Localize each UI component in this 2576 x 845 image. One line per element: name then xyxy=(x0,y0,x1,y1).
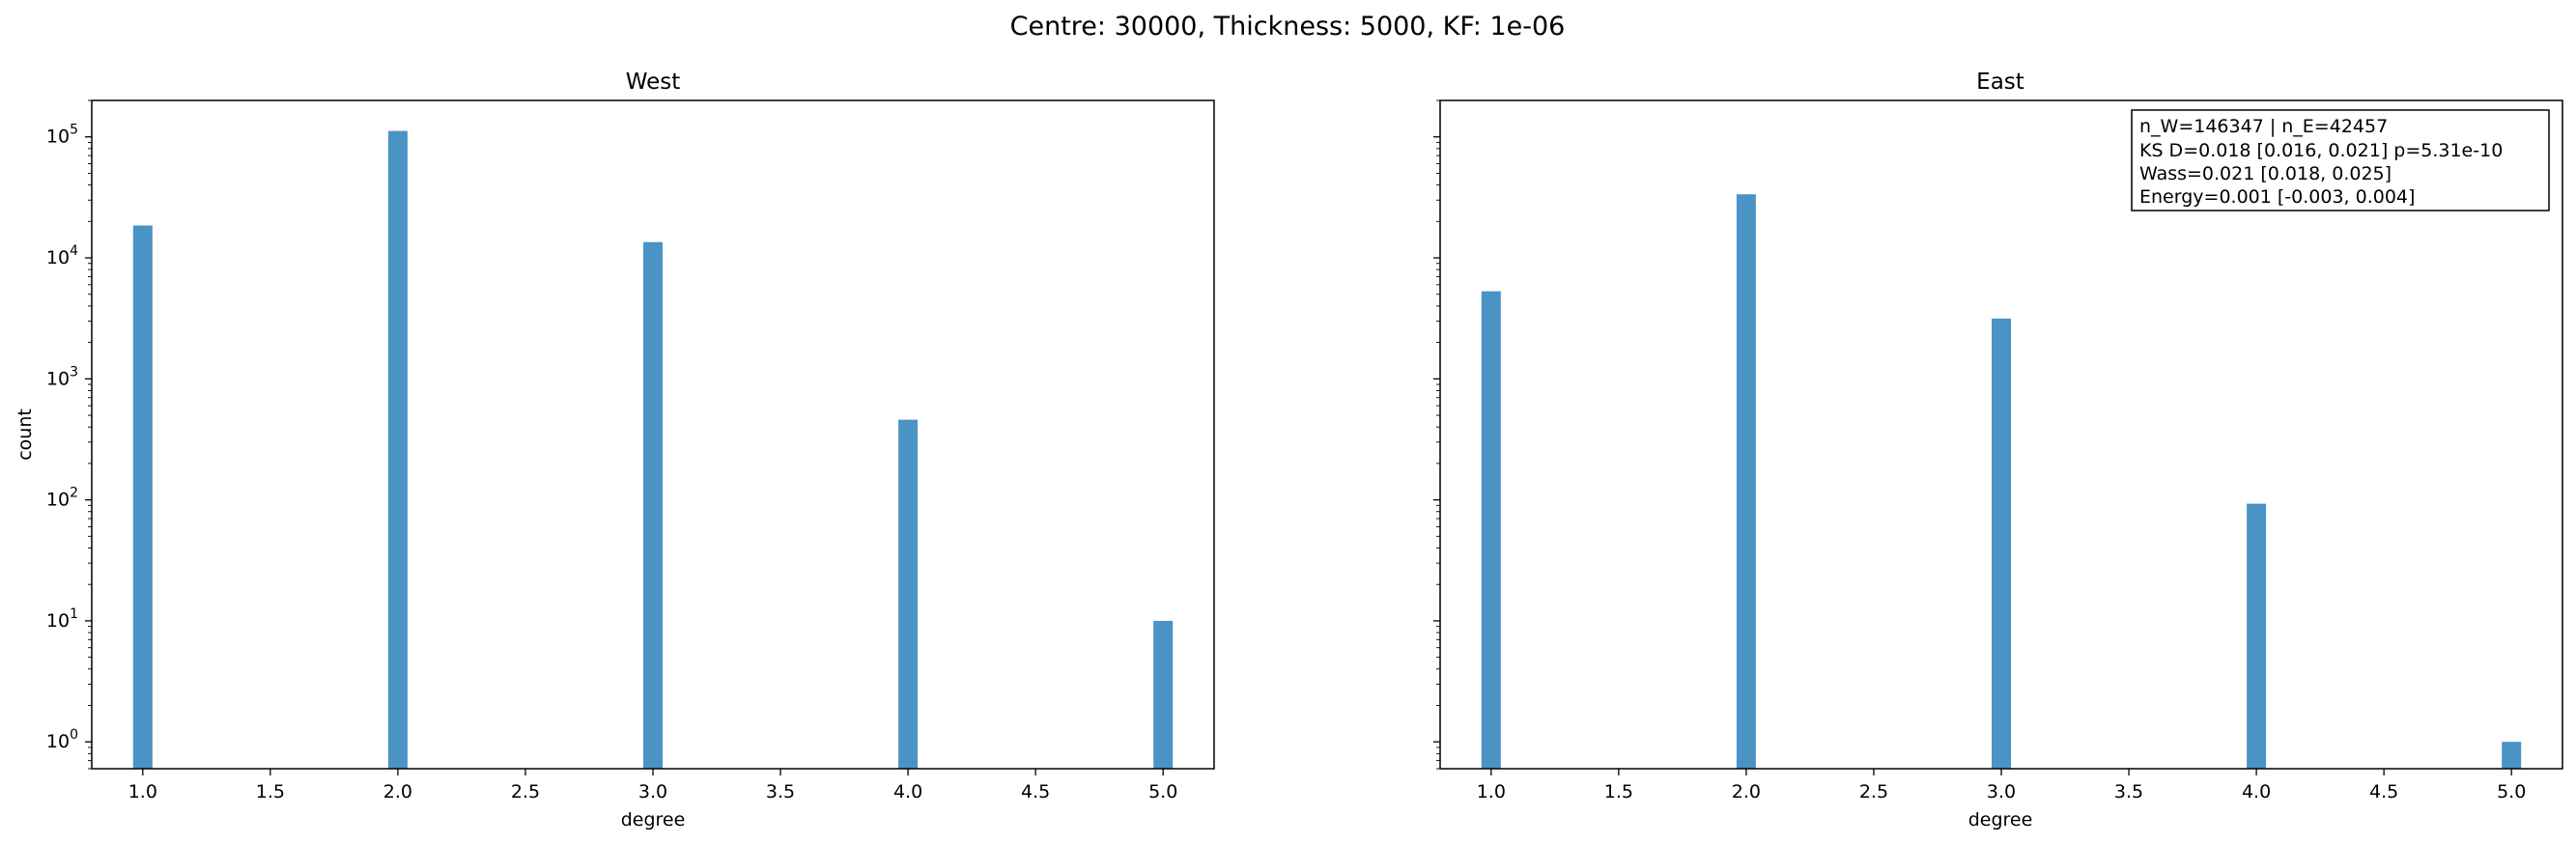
east-bar-degree-1 xyxy=(1481,291,1501,769)
west-x-tick-label: 1.0 xyxy=(128,781,157,803)
west-x-tick-label: 3.0 xyxy=(638,781,667,803)
east-x-tick-label: 4.0 xyxy=(2242,781,2271,803)
east-title: East xyxy=(1976,70,2024,95)
west-bar-degree-5 xyxy=(1153,620,1174,769)
east-y-ticks xyxy=(1433,99,1440,770)
west-x-tick-label: 1.5 xyxy=(256,781,285,803)
east-x-tick-label: 3.0 xyxy=(1987,781,2016,803)
west-x-ticks: 1.0 1.5 2.0 2.5 3.0 3.5 4.0 4.5 5.0 xyxy=(128,769,1177,803)
east-bar-degree-2 xyxy=(1736,194,1756,769)
west-y-ticks: 100 101 102 103 104 105 xyxy=(46,99,92,770)
east-x-label: degree xyxy=(1968,809,2033,831)
west-x-tick-label: 4.0 xyxy=(893,781,922,803)
west-y-tick-label: 101 xyxy=(46,606,78,632)
west-x-tick-label: 4.5 xyxy=(1021,781,1050,803)
west-y-tick-label: 102 xyxy=(46,486,78,511)
stats-line-wass: Wass=0.021 [0.018, 0.025] xyxy=(2139,163,2392,184)
east-bar-degree-3 xyxy=(1992,318,2011,769)
west-y-label: count xyxy=(14,408,36,461)
west-bars xyxy=(132,130,1174,770)
west-y-tick-label: 105 xyxy=(46,123,78,148)
east-x-tick-label: 1.5 xyxy=(1604,781,1633,803)
west-panel: West 1.0 1.5 2.0 2.5 3.0 3.5 4.0 4.5 5.0 1001011… xyxy=(14,70,1215,831)
west-title: West xyxy=(626,70,681,95)
figure-title: Centre: 30000, Thickness: 5000, KF: 1e-0… xyxy=(1010,12,1566,42)
east-bar-degree-4 xyxy=(2247,503,2267,769)
east-x-tick-label: 4.5 xyxy=(2369,781,2398,803)
west-x-tick-label: 2.0 xyxy=(383,781,412,803)
east-x-tick-label: 3.5 xyxy=(2114,781,2143,803)
west-x-tick-label: 3.5 xyxy=(766,781,795,803)
west-y-tick-label: 100 xyxy=(46,727,78,752)
west-x-label: degree xyxy=(621,809,686,831)
west-bar-degree-1 xyxy=(132,225,153,769)
east-x-ticks: 1.0 1.5 2.0 2.5 3.0 3.5 4.0 4.5 5.0 xyxy=(1477,769,2526,803)
west-y-tick-label: 104 xyxy=(46,243,78,268)
east-x-tick-label: 2.5 xyxy=(1859,781,1888,803)
east-bar-degree-5 xyxy=(2502,742,2522,769)
east-x-tick-label: 1.0 xyxy=(1477,781,1506,803)
west-y-tick-label: 103 xyxy=(46,364,78,389)
stats-annotation-box xyxy=(2131,109,2550,211)
west-bar-degree-2 xyxy=(387,130,408,770)
east-x-tick-label: 5.0 xyxy=(2497,781,2526,803)
stats-annotation: n_W=146347 | n_E=42457 KS D=0.018 [0.016… xyxy=(2131,109,2550,211)
west-bar-degree-3 xyxy=(643,241,663,769)
stats-line-counts: n_W=146347 | n_E=42457 xyxy=(2139,116,2388,137)
east-x-tick-label: 2.0 xyxy=(1732,781,1761,803)
stats-line-ks: KS D=0.018 [0.016, 0.021] p=5.31e-10 xyxy=(2139,140,2503,161)
west-x-tick-label: 2.5 xyxy=(511,781,540,803)
stats-line-energy: Energy=0.001 [-0.003, 0.004] xyxy=(2139,186,2415,208)
east-bars xyxy=(1481,194,2522,769)
east-panel: East 1.0 1.5 2.0 2.5 3.0 3.5 4.0 4.5 5.0 degree … xyxy=(1433,70,2563,831)
west-x-tick-label: 5.0 xyxy=(1148,781,1177,803)
west-bar-degree-4 xyxy=(898,419,919,769)
